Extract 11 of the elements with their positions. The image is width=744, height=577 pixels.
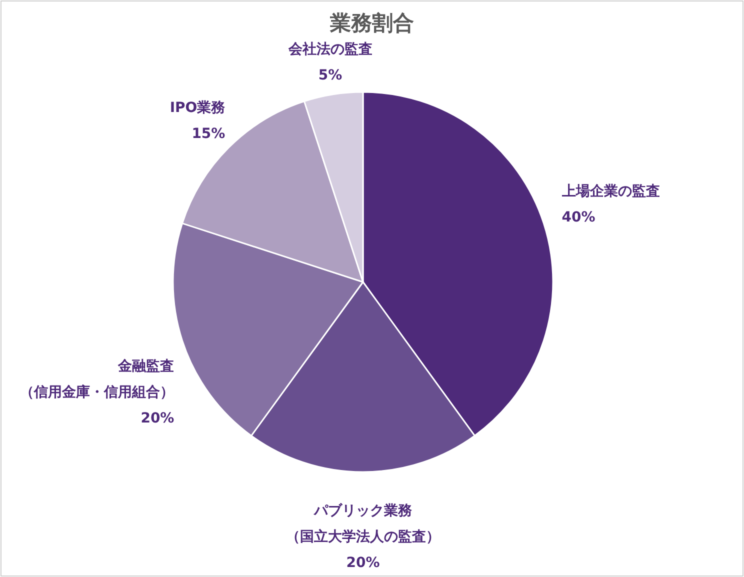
slice-label: 金融監査（信用金庫・信用組合） — [20, 358, 174, 401]
data-label: 5% — [318, 68, 342, 84]
data-label: 20% — [140, 410, 174, 427]
slice-label: パブリック業務（国立大学法人の監査） — [286, 502, 440, 545]
slice-label: 上場企業の監査 — [560, 183, 660, 200]
data-label: 15% — [192, 126, 226, 142]
data-label: 20% — [346, 555, 380, 571]
slice-label: IPO業務 — [170, 100, 226, 116]
data-label: 40% — [562, 209, 596, 226]
slice-label: 会社法の監査 — [287, 42, 372, 58]
chart-title: 業務割合 — [329, 11, 414, 35]
